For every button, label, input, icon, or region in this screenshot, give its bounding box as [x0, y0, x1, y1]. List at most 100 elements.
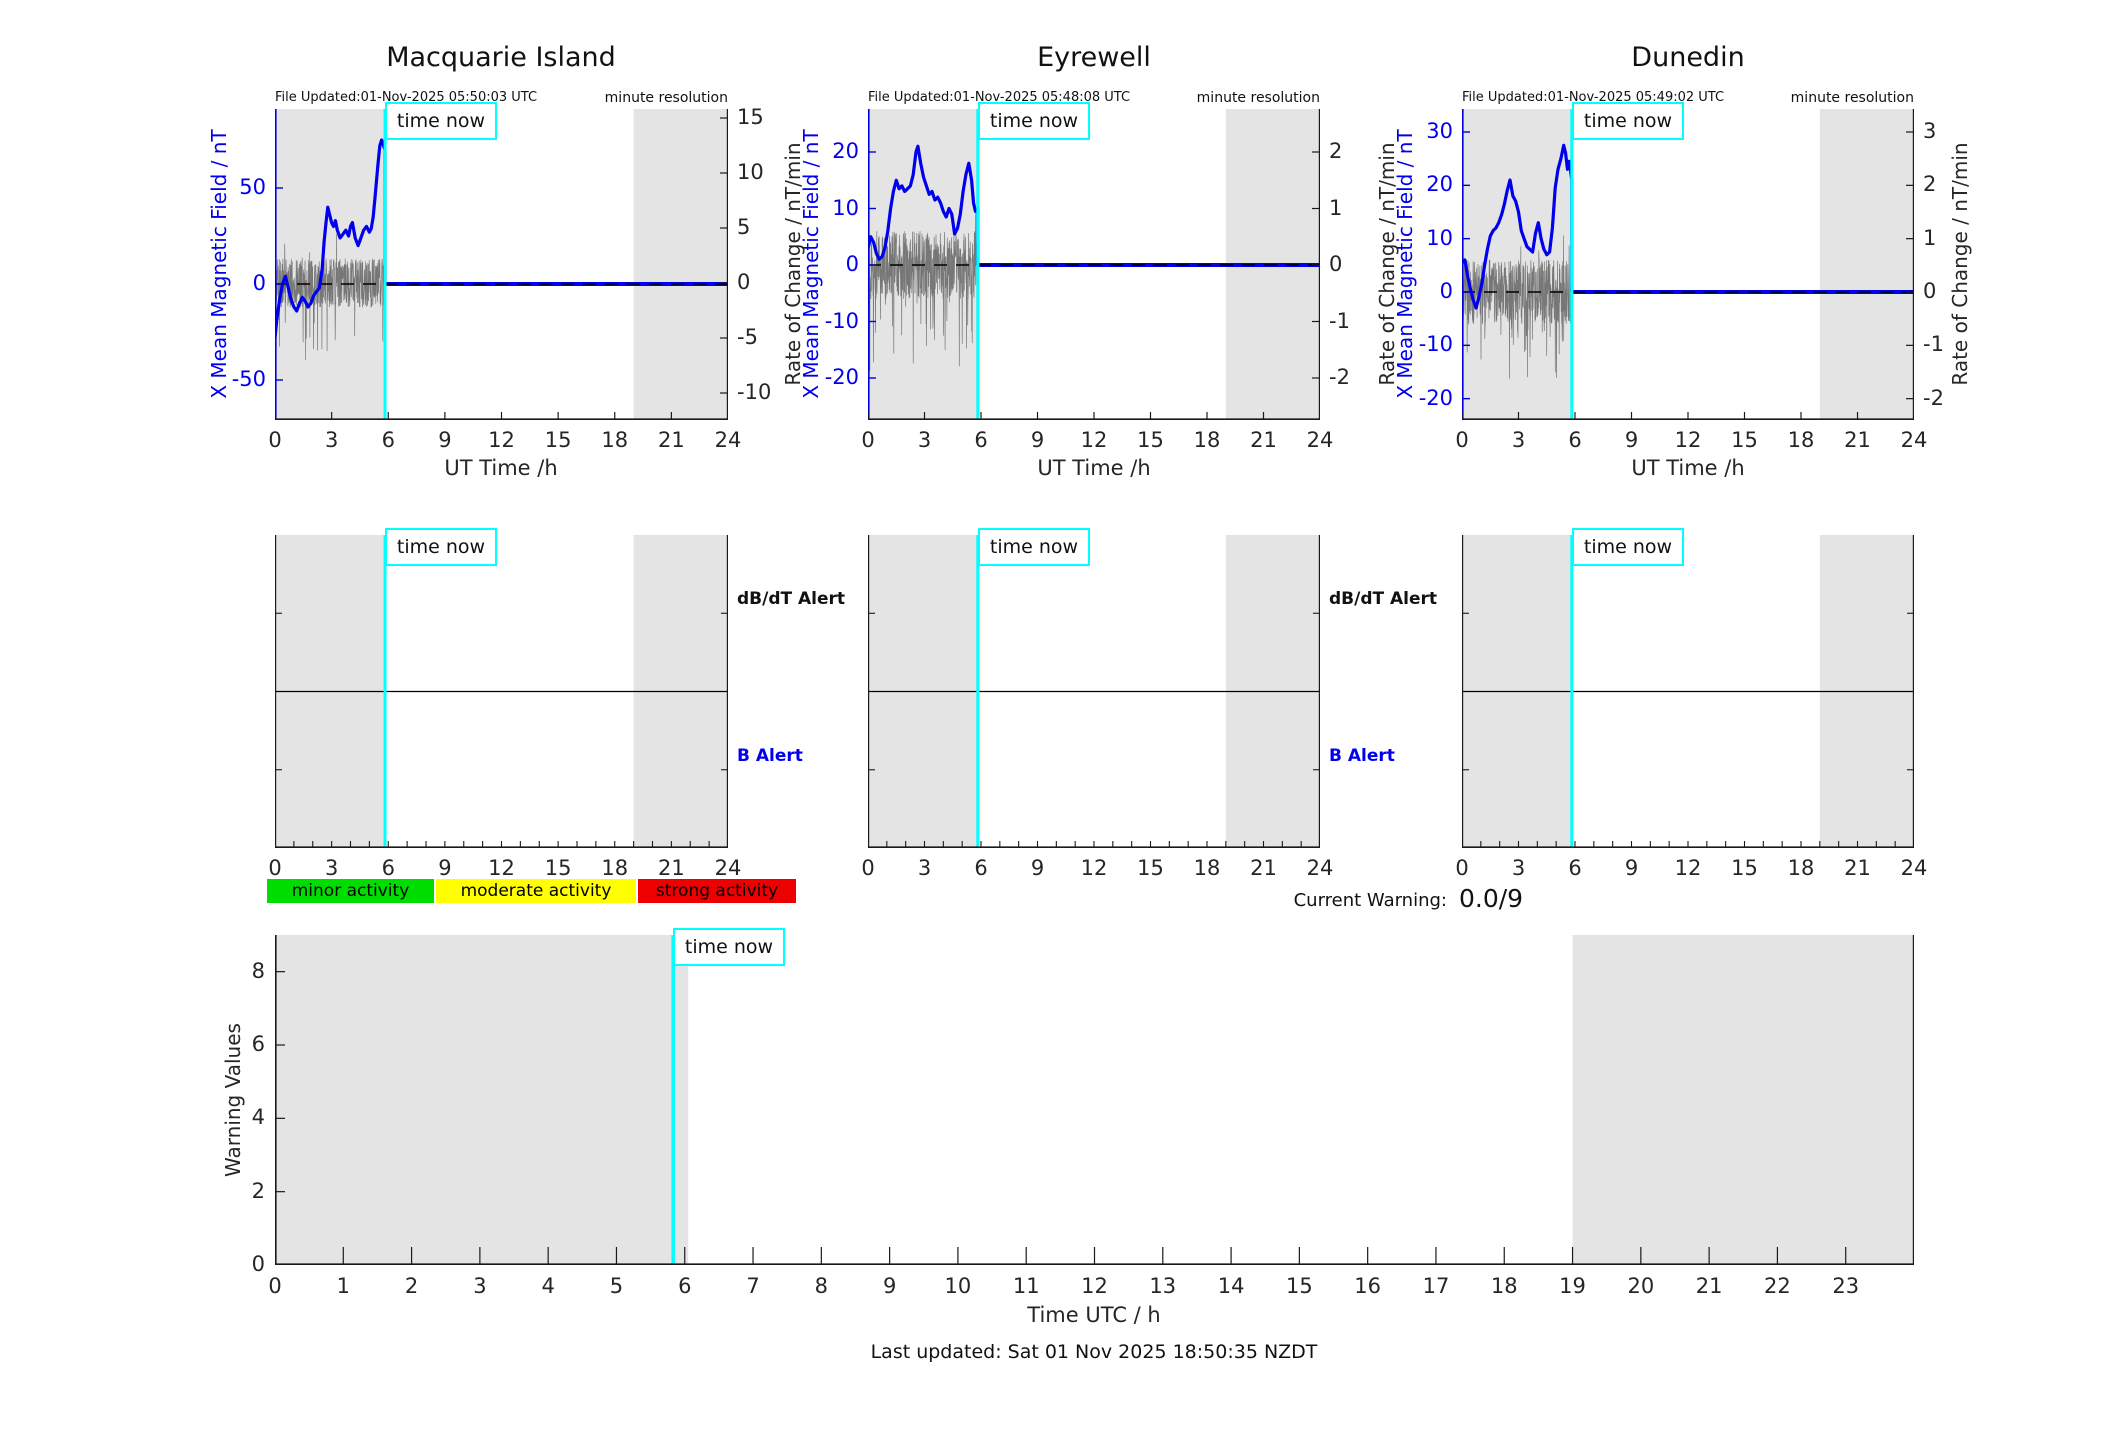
x-tick-label: 1 — [336, 1274, 350, 1298]
x-tick-label: 0 — [268, 428, 282, 452]
x-tick-label: 8 — [814, 1274, 829, 1298]
x-tick-label: 0 — [1455, 856, 1469, 880]
time-now-box-mid-3: time now — [1572, 528, 1684, 566]
x-tick-label: 24 — [714, 428, 742, 452]
x-tick-label: 0 — [861, 856, 875, 880]
y-tick-label-right: -1 — [1329, 308, 1350, 333]
x-tick-label: 3 — [324, 856, 339, 880]
b-alert-label-1: B Alert — [737, 746, 803, 766]
minute-resolution-label-1: minute resolution — [604, 90, 728, 106]
y-tick-label: 6 — [251, 1032, 265, 1056]
x-tick-label: 6 — [974, 856, 988, 880]
x-tick-label: 6 — [1568, 856, 1582, 880]
y-tick-label-right: 0 — [1329, 252, 1343, 276]
minute-resolution-label-2: minute resolution — [1196, 90, 1320, 106]
x-tick-label: 21 — [1250, 856, 1277, 880]
x-tick-label: 9 — [1624, 856, 1639, 880]
x-tick-label: 16 — [1354, 1274, 1382, 1298]
station-title-dunedin: Dunedin — [1631, 42, 1745, 73]
dbdt-alert-label-1: dB/dT Alert — [737, 589, 846, 609]
station-plot-2 — [1462, 109, 1914, 420]
file-updated-dunedin: File Updated:01-Nov-2025 05:49:02 UTC — [1462, 90, 1725, 105]
x-tick-label: 15 — [1731, 428, 1758, 452]
x-tick-label: 15 — [1286, 1274, 1313, 1298]
x-tick-label: 21 — [1695, 1274, 1723, 1298]
y-tick-label-left: 10 — [1426, 225, 1453, 250]
y-tick-label-left: 10 — [832, 195, 859, 220]
x-axis-label-dunedin: UT Time /h — [1631, 456, 1745, 480]
x-tick-label: 6 — [381, 856, 395, 880]
time-now-box-mid-1: time now — [385, 528, 497, 566]
x-tick-label: 3 — [473, 1274, 487, 1298]
x-tick-label: 2 — [404, 1274, 419, 1298]
time-utc-axis-label: Time UTC / h — [1027, 1303, 1161, 1327]
dbdt-alert-label-2: dB/dT Alert — [1329, 589, 1438, 609]
x-tick-label: 21 — [658, 856, 685, 880]
y-tick-label-left: 20 — [832, 139, 859, 163]
file-updated-eyrewell: File Updated:01-Nov-2025 05:48:08 UTC — [868, 90, 1131, 105]
y-tick-label-right: -2 — [1329, 365, 1350, 389]
x-tick-label: 12 — [488, 428, 515, 452]
x-tick-label: 12 — [1081, 1274, 1108, 1298]
x-tick-label: 24 — [714, 856, 742, 880]
y-tick-label-left: 30 — [1426, 119, 1453, 143]
x-tick-label: 23 — [1832, 1274, 1860, 1298]
x-tick-label: 6 — [1568, 428, 1582, 452]
y-tick-label-left: 20 — [1426, 172, 1453, 197]
x-tick-label: 20 — [1627, 1274, 1655, 1298]
x-tick-label: 4 — [541, 1274, 555, 1298]
time-now-box-top-2: time now — [978, 102, 1090, 140]
x-tick-label: 18 — [601, 428, 629, 452]
y-tick-label-left: 0 — [1439, 279, 1453, 303]
y-tick-label-left: -10 — [824, 308, 859, 333]
station-title-eyrewell: Eyrewell — [1037, 42, 1151, 73]
alert-plot-2 — [1462, 535, 1914, 848]
y-tick-label-right: -1 — [1923, 332, 1944, 357]
x-tick-label: 12 — [1674, 856, 1702, 880]
time-now-box-top-1: time now — [385, 102, 497, 140]
y-tick-label-left: 0 — [252, 271, 266, 295]
x-tick-label: 21 — [1844, 856, 1871, 880]
y-tick-label: 8 — [251, 958, 265, 983]
x-tick-label: 3 — [1511, 856, 1526, 880]
x-tick-label: 3 — [324, 428, 339, 452]
x-tick-label: 5 — [609, 1274, 624, 1298]
x-axis-label-macquarie: UT Time /h — [444, 456, 558, 480]
minute-resolution-label-3: minute resolution — [1790, 90, 1914, 106]
current-warning-value: 0.0/9 — [1459, 884, 1524, 913]
x-tick-label: 24 — [1306, 856, 1334, 880]
x-tick-label: 15 — [1731, 856, 1758, 880]
x-tick-label: 18 — [1193, 428, 1221, 452]
time-now-box-mid-2: time now — [978, 528, 1090, 566]
y-tick-label: 4 — [251, 1105, 265, 1130]
y-tick-label-right: 0 — [737, 270, 751, 294]
y-axis-label-field-macquarie: X Mean Magnetic Field / nT — [207, 129, 231, 399]
y-tick-label-right: 3 — [1923, 119, 1937, 143]
x-tick-label: 11 — [1012, 1274, 1040, 1298]
x-tick-label: 9 — [1030, 856, 1045, 880]
x-tick-label: 9 — [438, 428, 452, 452]
x-tick-label: 13 — [1149, 1274, 1177, 1298]
legend-strong-activity: strong activity — [638, 879, 796, 903]
x-tick-label: 18 — [1193, 856, 1221, 880]
x-tick-label: 15 — [1137, 428, 1164, 452]
y-tick-label-left: 50 — [239, 175, 266, 199]
y-tick-label-left: -50 — [231, 367, 266, 391]
x-tick-label: 6 — [381, 428, 395, 452]
x-tick-label: 6 — [974, 428, 988, 452]
y-tick-label-left: -20 — [1418, 385, 1453, 410]
x-tick-label: 24 — [1900, 428, 1928, 452]
last-updated-text: Last updated: Sat 01 Nov 2025 18:50:35 N… — [870, 1341, 1318, 1363]
y-tick-label-right: 15 — [737, 105, 764, 129]
x-tick-label: 18 — [1787, 856, 1815, 880]
y-tick-label-right: 2 — [1329, 139, 1343, 163]
y-tick-label-right: -5 — [737, 325, 758, 349]
x-tick-label: 21 — [1844, 428, 1871, 452]
y-tick-label-right: 1 — [1329, 195, 1343, 220]
current-warning-label: Current Warning: — [1293, 890, 1447, 911]
y-tick-label: 0 — [251, 1252, 265, 1276]
x-tick-label: 12 — [1080, 856, 1108, 880]
x-tick-label: 15 — [1137, 856, 1164, 880]
x-tick-label: 3 — [1511, 428, 1526, 452]
